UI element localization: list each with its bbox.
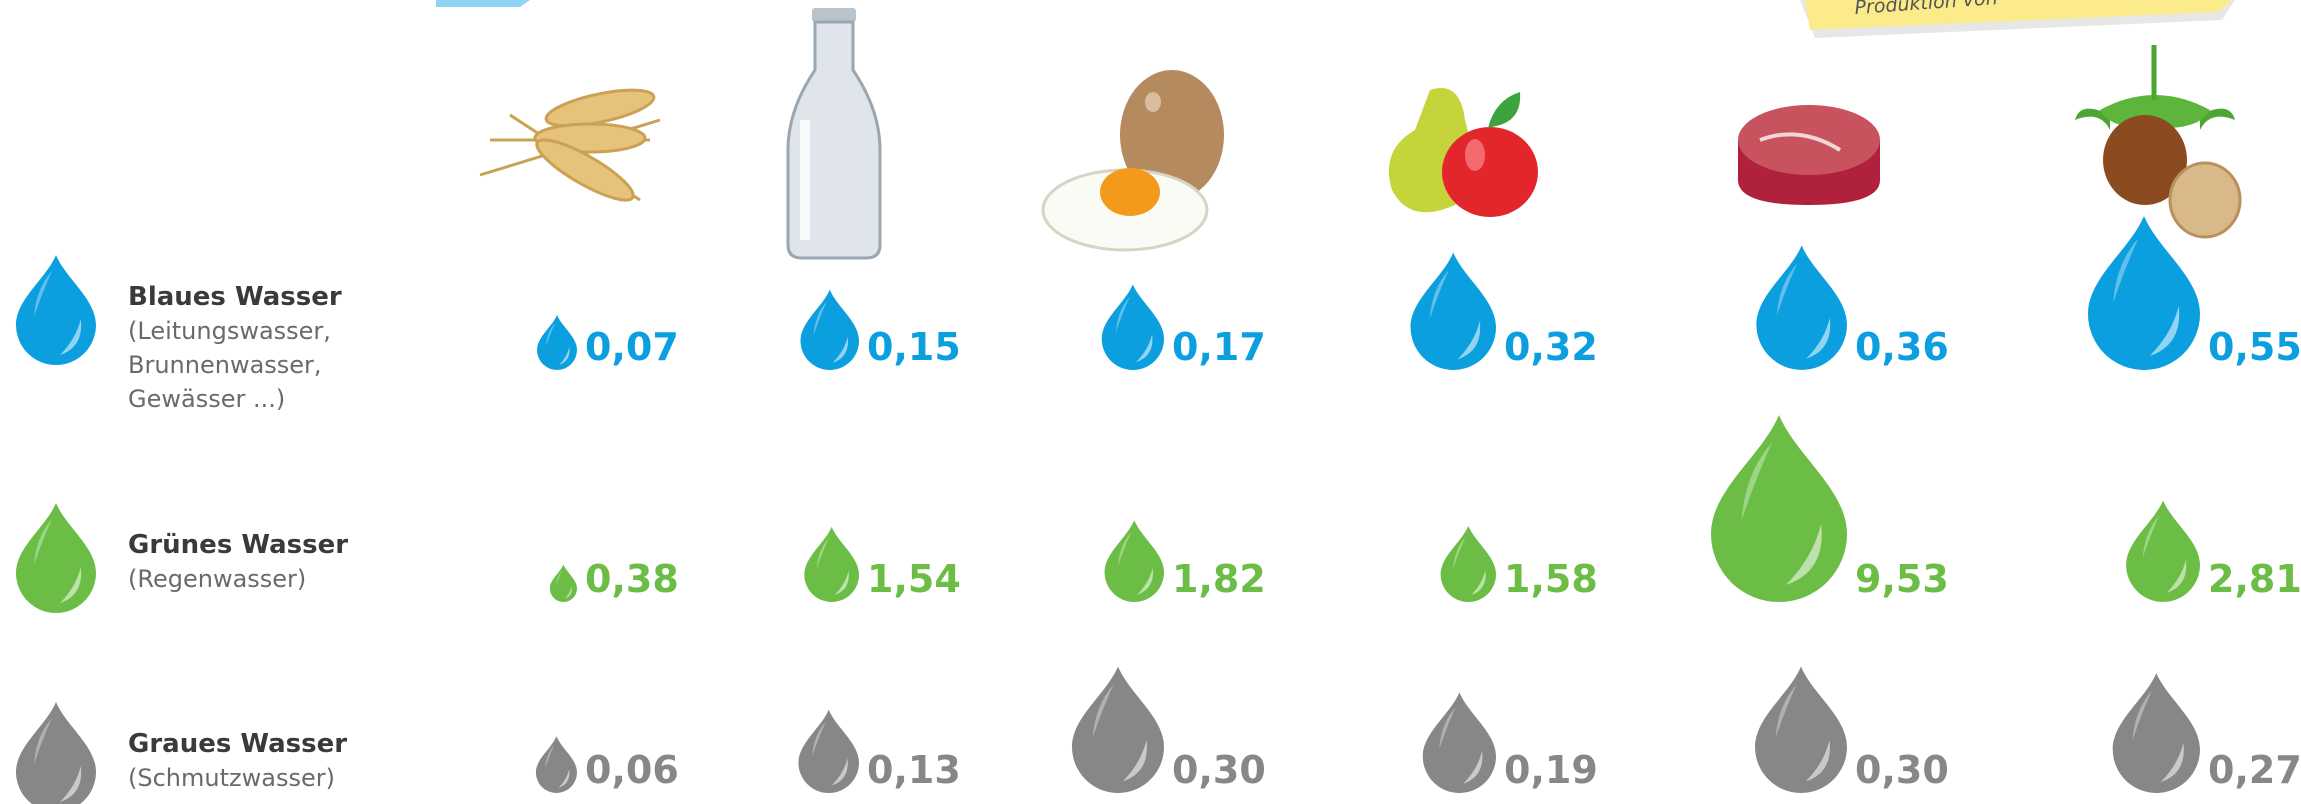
value-label: 0,17 xyxy=(1172,325,1266,369)
water-drop xyxy=(1411,253,1496,370)
water-drop xyxy=(1711,415,1847,602)
value-label: 0,36 xyxy=(1855,325,1949,369)
value-label: 1,58 xyxy=(1504,557,1598,601)
wheat-icon xyxy=(480,83,660,210)
infographic: Produktion von Blaues Wasser (Leitungswas… xyxy=(0,0,2301,804)
water-drop xyxy=(536,736,577,793)
partial-box xyxy=(436,0,530,7)
water-drop xyxy=(16,255,96,365)
value-label: 0,30 xyxy=(1855,748,1949,792)
water-drop xyxy=(550,565,577,602)
water-drop xyxy=(1756,245,1847,370)
bottle-icon xyxy=(788,8,880,258)
value-label: 0,27 xyxy=(2208,748,2301,792)
hazelnut-icon xyxy=(2075,45,2240,237)
legend-title: Blaues Wasser xyxy=(128,282,342,312)
legend-title: Grünes Wasser xyxy=(128,530,348,560)
page: Produktion von Blaues Wasser (Leitungswas… xyxy=(0,0,2301,804)
water-drop xyxy=(1105,520,1164,602)
legend-desc: Brunnenwasser, xyxy=(128,351,322,379)
value-label: 0,30 xyxy=(1172,748,1266,792)
value-label: 9,53 xyxy=(1855,557,1949,601)
water-drop xyxy=(1072,667,1164,794)
meat-icon xyxy=(1738,105,1880,205)
value-label: 0,32 xyxy=(1504,325,1598,369)
egg-icon xyxy=(1043,70,1224,250)
water-drop xyxy=(16,702,96,804)
sticky-note: Produktion von xyxy=(1800,0,2235,38)
value-label: 1,82 xyxy=(1172,557,1266,601)
water-drop xyxy=(1102,284,1164,370)
value-label: 0,07 xyxy=(585,325,679,369)
water-drop xyxy=(2088,216,2200,370)
water-drop xyxy=(798,710,859,793)
value-label: 0,19 xyxy=(1504,748,1598,792)
legend-desc: (Regenwasser) xyxy=(128,565,306,593)
water-drop xyxy=(2126,500,2200,601)
water-drop xyxy=(537,315,577,370)
water-drop xyxy=(804,527,859,602)
value-label: 0,13 xyxy=(867,748,961,792)
legend-desc: (Leitungswasser, xyxy=(128,317,331,345)
water-drop xyxy=(16,503,96,613)
value-label: 1,54 xyxy=(867,557,961,601)
value-label: 0,15 xyxy=(867,325,961,369)
legend-desc: (Schmutzwasser) xyxy=(128,764,335,792)
value-label: 0,38 xyxy=(585,557,679,601)
water-drop xyxy=(1423,692,1496,793)
water-drop xyxy=(2113,673,2200,793)
value-label: 2,81 xyxy=(2208,557,2301,601)
legend-desc: Gewässer ...) xyxy=(128,385,285,413)
water-drop xyxy=(1755,667,1847,794)
water-drop xyxy=(801,290,859,370)
water-drop xyxy=(1441,526,1496,602)
value-label: 0,55 xyxy=(2208,325,2301,369)
fruit-icon xyxy=(1389,88,1538,217)
legend-title: Graues Wasser xyxy=(128,729,347,759)
value-label: 0,06 xyxy=(585,748,679,792)
